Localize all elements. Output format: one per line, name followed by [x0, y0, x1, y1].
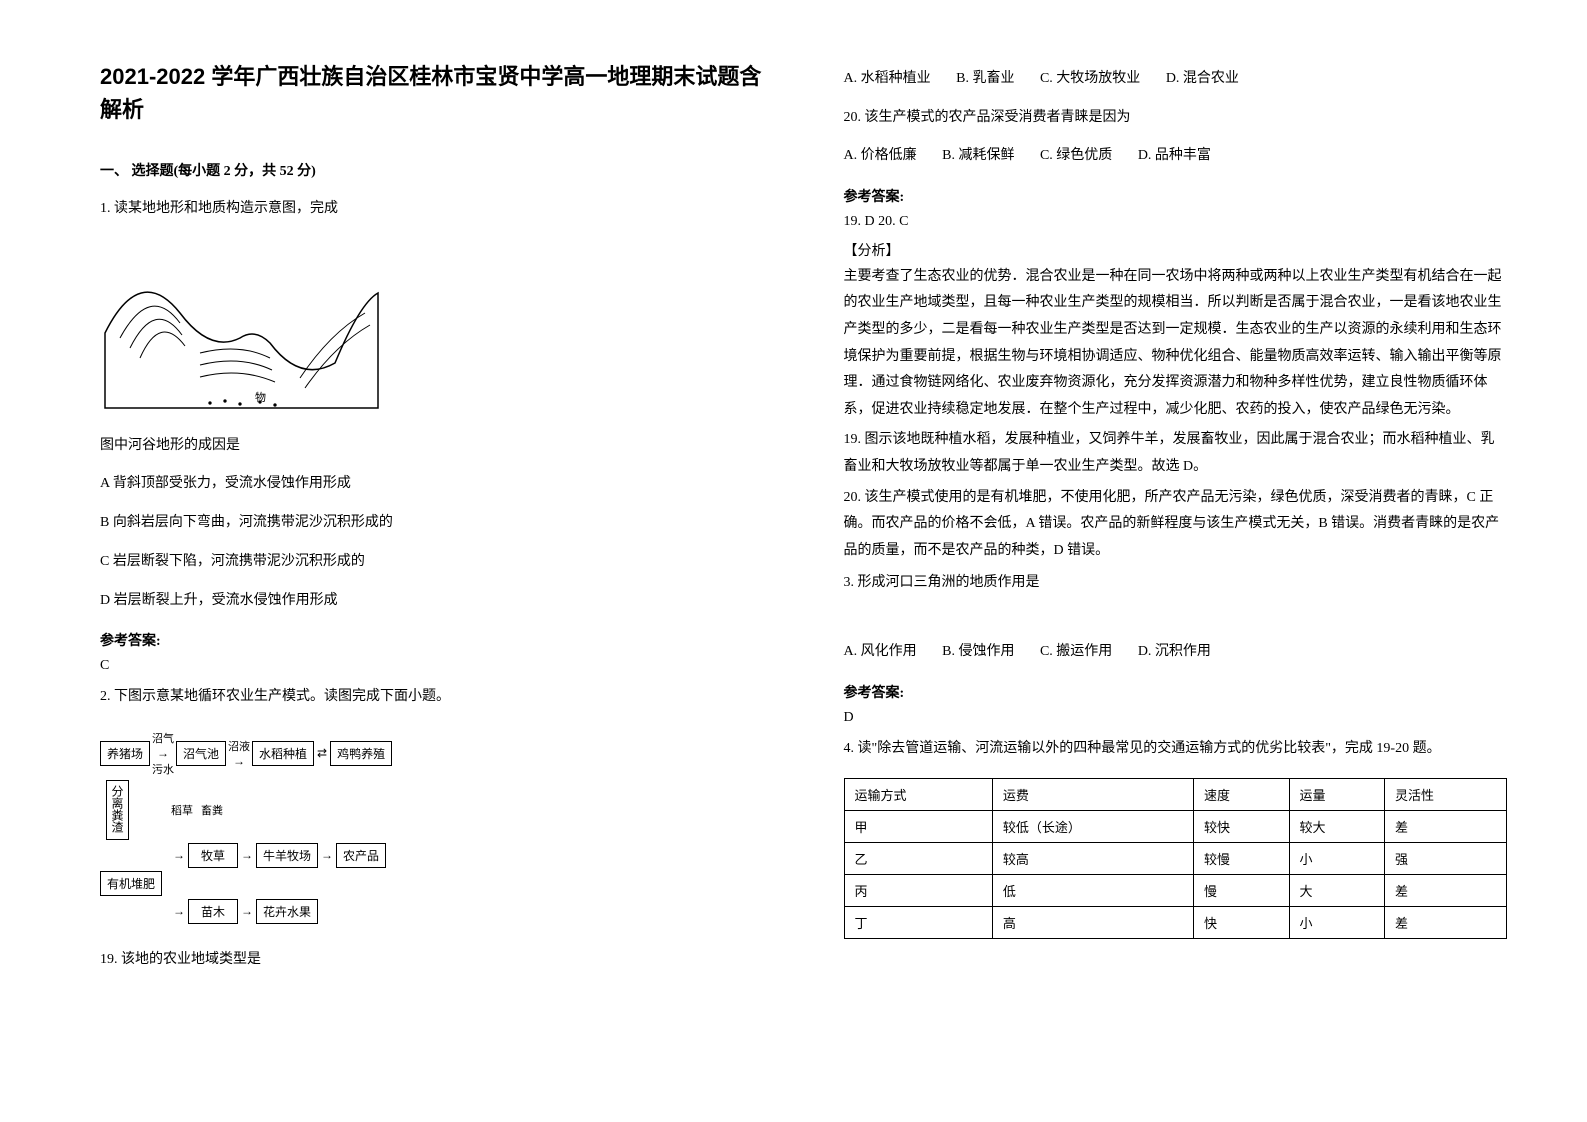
table-row: 丁 高 快 小 差 [844, 907, 1507, 939]
q20-optD: D. 品种丰富 [1138, 148, 1211, 163]
fc-dung: 畜粪 [201, 802, 223, 818]
q20: 20. 该生产模式的农产品深受消费者青睐是因为 [844, 105, 1508, 132]
q1-prompt: 图中河谷地形的成因是 [100, 433, 764, 460]
table-row: 丙 低 慢 大 差 [844, 875, 1507, 907]
fc-sewage: 污水 [152, 761, 174, 777]
q3-optD: D. 沉积作用 [1138, 644, 1211, 659]
fc-grass: 牧草 [188, 843, 238, 868]
table-row: 乙 较高 较慢 小 强 [844, 843, 1507, 875]
transport-table: 运输方式 运费 速度 运量 灵活性 甲 较低（长途） 较快 较大 差 乙 较高 … [844, 778, 1508, 939]
q4-stem: 4. 读"除去管道运输、河流运输以外的四种最常见的交通运输方式的优劣比较表"，完… [844, 736, 1508, 763]
geology-diagram: 物 [100, 243, 380, 413]
q3-ans-label: 参考答案: [844, 682, 1508, 702]
table-row: 甲 较低（长途） 较快 较大 差 [844, 811, 1507, 843]
arrow-icon: → [157, 746, 169, 761]
arrow-icon: → [173, 904, 185, 919]
fc-prod: 农产品 [336, 843, 386, 868]
arrow-icon: → [173, 848, 185, 863]
q2-ans-label: 参考答案: [844, 186, 1508, 206]
q1-optC: C 岩层断裂下陷，河流携带泥沙沉积形成的 [100, 547, 764, 578]
arrow-icon: → [233, 754, 245, 769]
fc-duck: 鸡鸭养殖 [330, 741, 392, 766]
q2-analysis-label: 【分析】 [844, 240, 1508, 260]
q19-optA: A. 水稻种植业 [844, 71, 931, 86]
q20-optA: A. 价格低廉 [844, 148, 917, 163]
arrow-icon: → [241, 848, 253, 863]
left-column: 2021-2022 学年广西壮族自治区桂林市宝贤中学高一地理期末试题含解析 一、… [100, 60, 804, 1082]
q19-optC: C. 大牧场放牧业 [1040, 71, 1140, 86]
fc-biogas: 沼气池 [176, 741, 226, 766]
fc-liquid: 沼液 [228, 738, 250, 754]
th-0: 运输方式 [844, 779, 992, 811]
q3-stem: 3. 形成河口三角洲的地质作用是 [844, 570, 1508, 597]
right-column: A. 水稻种植业 B. 乳畜业 C. 大牧场放牧业 D. 混合农业 20. 该生… [804, 60, 1508, 1082]
q19: 19. 该地的农业地域类型是 [100, 947, 764, 974]
spacer [844, 603, 1508, 633]
flowchart: 养猪场 沼气→污水 沼气池 沼液→ 水稻种植 ⇄ 鸡鸭养殖 分离粪渣 稻草 畜粪… [100, 727, 440, 927]
fc-fert: 有机堆肥 [100, 871, 162, 896]
q1-optA: A 背斜顶部受张力，受流水侵蚀作用形成 [100, 469, 764, 500]
section-1-title: 一、 选择题(每小题 2 分，共 52 分) [100, 160, 764, 180]
fc-flower: 花卉水果 [256, 899, 318, 924]
q20-optB: B. 减耗保鲜 [942, 148, 1014, 163]
table-header-row: 运输方式 运费 速度 运量 灵活性 [844, 779, 1507, 811]
th-1: 运费 [992, 779, 1193, 811]
th-2: 速度 [1194, 779, 1290, 811]
page-title: 2021-2022 学年广西壮族自治区桂林市宝贤中学高一地理期末试题含解析 [100, 60, 764, 126]
q20-options: A. 价格低廉 B. 减耗保鲜 C. 绿色优质 D. 品种丰富 [844, 143, 1508, 170]
q2-analysis-1: 主要考查了生态农业的优势．混合农业是一种在同一农场中将两种或两种以上农业生产类型… [844, 264, 1508, 424]
q19-optD: D. 混合农业 [1166, 71, 1239, 86]
q2-analysis-3: 20. 该生产模式使用的是有机堆肥，不使用化肥，所产农产品无污染，绿色优质，深受… [844, 485, 1508, 565]
q3-options: A. 风化作用 B. 侵蚀作用 C. 搬运作用 D. 沉积作用 [844, 639, 1508, 666]
q2-analysis-2: 19. 图示该地既种植水稻，发展种植业，又饲养牛羊，发展畜牧业，因此属于混合农业… [844, 427, 1508, 480]
fc-sheep: 牛羊牧场 [256, 843, 318, 868]
q1-ans-label: 参考答案: [100, 630, 764, 650]
q2-ans: 19. D 20. C [844, 214, 1508, 230]
q2-stem: 2. 下图示意某地循环农业生产模式。读图完成下面小题。 [100, 684, 764, 711]
fc-pig: 养猪场 [100, 741, 150, 766]
q3-optA: A. 风化作用 [844, 644, 917, 659]
fc-seed: 苗木 [188, 899, 238, 924]
q3-optC: C. 搬运作用 [1040, 644, 1112, 659]
arrow-icon: ⇄ [317, 746, 327, 761]
fc-rice: 水稻种植 [252, 741, 314, 766]
q19-options: A. 水稻种植业 B. 乳畜业 C. 大牧场放牧业 D. 混合农业 [844, 66, 1508, 93]
q1-optB: B 向斜岩层向下弯曲，河流携带泥沙沉积形成的 [100, 508, 764, 539]
fc-gas: 沼气 [152, 730, 174, 746]
fc-straw: 稻草 [171, 802, 193, 818]
arrow-icon: → [321, 848, 333, 863]
q20-optC: C. 绿色优质 [1040, 148, 1112, 163]
q3-ans: D [844, 710, 1508, 726]
q1-optD: D 岩层断裂上升，受流水侵蚀作用形成 [100, 586, 764, 617]
th-4: 灵活性 [1385, 779, 1507, 811]
fc-sep: 分离粪渣 [106, 780, 129, 840]
q3-optB: B. 侵蚀作用 [942, 644, 1014, 659]
q1-ans: C [100, 658, 764, 674]
q19-optB: B. 乳畜业 [956, 71, 1014, 86]
arrow-icon: → [241, 904, 253, 919]
q1-stem: 1. 读某地地形和地质构造示意图，完成 [100, 196, 764, 223]
th-3: 运量 [1289, 779, 1385, 811]
